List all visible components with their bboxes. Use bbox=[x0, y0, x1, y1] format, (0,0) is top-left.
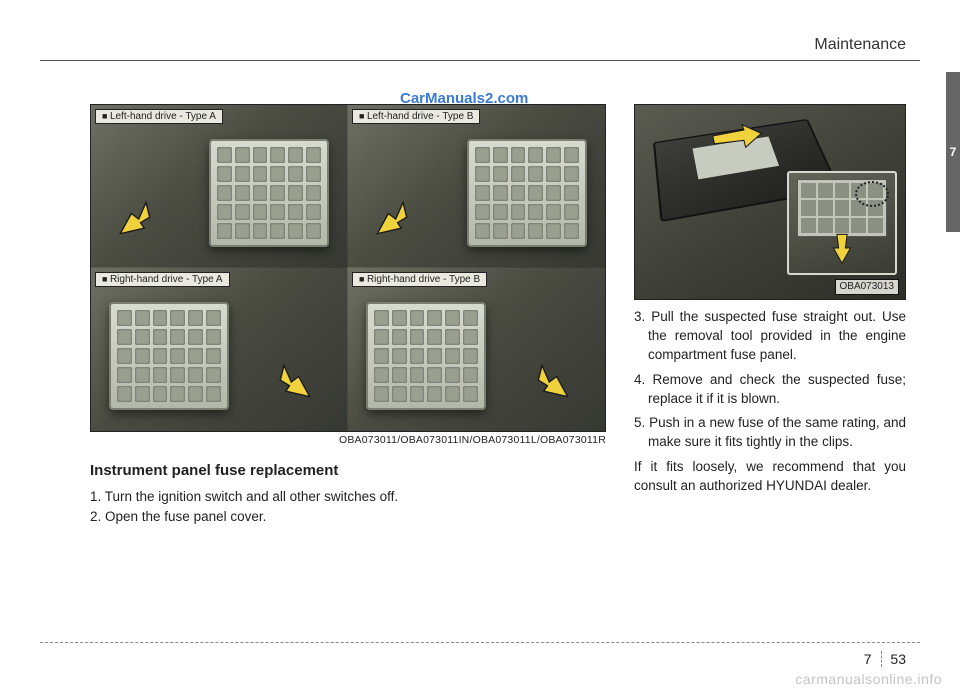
quad-cell-lhd-a: Left-hand drive - Type A bbox=[91, 105, 348, 268]
fuse-panel-quad-image: Left-hand drive - Type A Left-hand drive bbox=[90, 104, 606, 432]
manual-page: Maintenance 7 CarManuals2.com Left-hand … bbox=[0, 0, 960, 689]
page-number: 7 53 bbox=[864, 651, 906, 667]
quad-cell-rhd-b: Right-hand drive - Type B bbox=[348, 268, 605, 431]
quad-label: Right-hand drive - Type B bbox=[352, 272, 487, 287]
chapter-tab: 7 bbox=[946, 72, 960, 232]
watermark-top: CarManuals2.com bbox=[400, 90, 528, 107]
engine-compartment-image: OBA073013 bbox=[634, 104, 906, 300]
quad-label: Left-hand drive - Type A bbox=[95, 109, 223, 124]
arrow-icon bbox=[711, 123, 763, 149]
quad-label: Right-hand drive - Type A bbox=[95, 272, 230, 287]
footer-rule bbox=[40, 642, 920, 643]
engine-caption: OBA073013 bbox=[835, 279, 900, 295]
left-column: Left-hand drive - Type A Left-hand drive bbox=[90, 104, 606, 629]
arrow-icon bbox=[113, 197, 157, 241]
step-5: 5. Push in a new fuse of the same rating… bbox=[634, 414, 906, 452]
fusebox-icon bbox=[366, 302, 486, 410]
inset-panel bbox=[787, 171, 897, 275]
step-1: 1. Turn the ignition switch and all othe… bbox=[90, 487, 606, 507]
fusebox-icon bbox=[467, 139, 587, 247]
quad-label: Left-hand drive - Type B bbox=[352, 109, 480, 124]
arrow-icon bbox=[825, 231, 859, 265]
step-3: 3. Pull the suspected fuse straight out.… bbox=[634, 308, 906, 365]
header-rule bbox=[40, 60, 920, 61]
step-4: 4. Remove and check the suspected fuse; … bbox=[634, 371, 906, 409]
arrow-icon bbox=[273, 360, 317, 404]
quad-caption: OBA073011/OBA073011IN/OBA073011L/OBA0730… bbox=[90, 434, 606, 446]
watermark-bottom: carmanualsonline.info bbox=[795, 671, 942, 687]
step-2: 2. Open the fuse panel cover. bbox=[90, 507, 606, 527]
arrow-icon bbox=[531, 360, 575, 404]
subheading: Instrument panel fuse replacement bbox=[90, 462, 606, 479]
fusebox-icon bbox=[209, 139, 329, 247]
chapter-number: 7 bbox=[864, 651, 872, 667]
quad-cell-rhd-a: Right-hand drive - Type A bbox=[91, 268, 348, 431]
arrow-icon bbox=[370, 197, 414, 241]
fusebox-icon bbox=[109, 302, 229, 410]
right-column: OBA073013 3. Pull the suspected fuse str… bbox=[634, 104, 906, 629]
highlight-circle-icon bbox=[855, 181, 889, 207]
section-title: Maintenance bbox=[814, 36, 906, 54]
content-area: Left-hand drive - Type A Left-hand drive bbox=[90, 104, 906, 629]
quad-cell-lhd-b: Left-hand drive - Type B bbox=[348, 105, 605, 268]
chapter-tab-number: 7 bbox=[950, 145, 957, 159]
page-number-value: 53 bbox=[881, 651, 906, 667]
note-paragraph: If it fits loosely, we recommend that yo… bbox=[634, 458, 906, 496]
